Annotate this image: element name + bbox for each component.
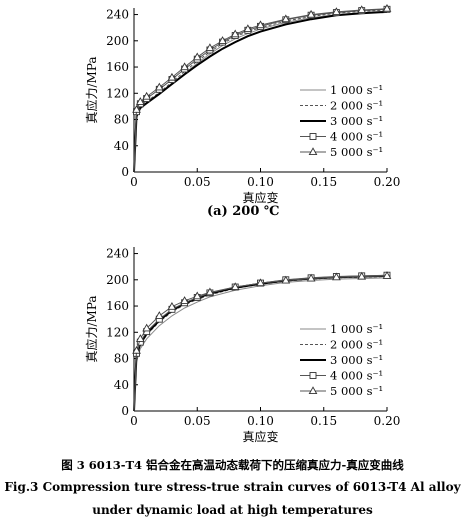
- data-point-marker: [281, 14, 291, 23]
- series-line: [133, 275, 388, 412]
- y-tick-label: 160: [106, 299, 129, 313]
- legend-entry: 2 000 s⁻¹: [330, 338, 383, 352]
- figure-caption-english-line1: Fig.3 Compression ture stress-true strai…: [4, 480, 461, 494]
- series-2: [133, 9, 388, 173]
- x-tick-label: 0.05: [184, 175, 211, 189]
- legend-entry: 1 000 s⁻¹: [330, 83, 383, 97]
- data-point-marker: [142, 91, 152, 100]
- data-point-marker: [192, 291, 202, 300]
- y-tick-label: 40: [114, 139, 129, 153]
- data-point-marker: [132, 345, 141, 354]
- y-tick-label: 80: [114, 352, 129, 366]
- series-5: [132, 3, 392, 173]
- x-tick-label: 0.05: [184, 414, 211, 428]
- legend-marker: [309, 372, 317, 379]
- y-tick-label: 80: [114, 113, 129, 127]
- chart-panel-b: 0 40 80 120 160 200 240 0 0.05 0.10 0.15 0.20 真应变 真应力…: [84, 247, 400, 444]
- legend-entry: 4 000 s⁻¹: [330, 369, 383, 383]
- series-line: [133, 274, 388, 412]
- figure-caption-chinese: 图 3 6013-T4 铝合金在高温动态载荷下的压缩真应力-真应变曲线: [61, 458, 404, 472]
- legend-entry: 5 000 s⁻¹: [330, 384, 383, 398]
- chart-panel-a: 0 40 80 120 160 200 240 0 0.05 0.10 0.15 0.20 真应变 真应力…: [84, 3, 401, 219]
- y-tick-label: 120: [106, 86, 129, 100]
- data-point-marker: [357, 271, 367, 280]
- legend-marker: [308, 147, 318, 156]
- data-point-marker: [180, 62, 189, 71]
- data-point-marker: [218, 36, 227, 44]
- y-tick-label: 40: [114, 378, 129, 392]
- data-point-marker: [332, 272, 341, 281]
- data-point-marker: [205, 287, 215, 296]
- x-tick-label: 0.15: [310, 175, 337, 189]
- y-tick-label: 240: [106, 8, 129, 22]
- data-point-marker: [154, 82, 164, 91]
- data-point-marker: [256, 20, 265, 29]
- data-point-marker: [306, 9, 316, 18]
- x-tick-label: 0.15: [310, 414, 337, 428]
- x-tick-label: 0.20: [374, 414, 401, 428]
- data-point-marker: [230, 282, 240, 291]
- series-line: [133, 10, 388, 173]
- legend-entry: 3 000 s⁻¹: [330, 353, 383, 367]
- panel-label: (a) 200 ℃: [207, 204, 280, 219]
- data-point-marker: [205, 43, 215, 52]
- x-axis-label: 真应变: [242, 429, 278, 444]
- legend-entry: 1 000 s⁻¹: [330, 322, 383, 336]
- data-point-marker: [135, 334, 145, 342]
- figure-caption-english-line2: under dynamic load at high temperatures: [92, 503, 373, 517]
- data-point-marker: [357, 5, 367, 14]
- legend-entry: 3 000 s⁻¹: [330, 114, 383, 128]
- y-tick-label: 0: [121, 165, 129, 179]
- y-tick-label: 240: [106, 247, 129, 261]
- legend-marker: [308, 386, 318, 395]
- y-axis-label: 真应力/MPa: [84, 56, 99, 123]
- series-5: [132, 271, 392, 412]
- data-point-marker: [243, 24, 253, 33]
- data-point-marker: [132, 104, 141, 113]
- y-tick-label: 160: [106, 60, 129, 74]
- data-point-marker: [167, 301, 177, 310]
- data-point-marker: [382, 3, 392, 12]
- data-point-marker: [180, 296, 189, 304]
- y-tick-label: 200: [106, 273, 129, 287]
- x-tick-label: 0: [130, 175, 138, 189]
- series-line: [133, 9, 388, 173]
- y-axis-label: 真应力/MPa: [84, 295, 99, 362]
- data-point-marker: [135, 97, 145, 105]
- data-point-marker: [332, 7, 341, 15]
- y-tick-label: 200: [106, 34, 129, 48]
- x-tick-label: 0.20: [374, 175, 401, 189]
- y-tick-label: 0: [121, 404, 129, 418]
- data-point-marker: [167, 72, 177, 81]
- x-axis-label: 真应变: [242, 190, 278, 205]
- series-3: [133, 10, 388, 173]
- data-point-marker: [281, 275, 291, 284]
- legend-entry: 5 000 s⁻¹: [330, 145, 383, 159]
- y-tick-label: 120: [106, 325, 129, 339]
- data-point-marker: [230, 29, 240, 38]
- x-tick-label: 0.10: [247, 175, 274, 189]
- legend-marker: [309, 133, 317, 140]
- legend-entry: 4 000 s⁻¹: [330, 130, 383, 144]
- data-point-marker: [192, 52, 202, 61]
- data-point-marker: [154, 311, 164, 319]
- data-point-marker: [306, 273, 316, 282]
- data-point-marker: [382, 271, 392, 279]
- x-tick-label: 0.10: [247, 414, 274, 428]
- x-tick-label: 0: [130, 414, 138, 428]
- data-point-marker: [256, 278, 265, 287]
- data-point-marker: [142, 323, 152, 332]
- legend-entry: 2 000 s⁻¹: [330, 99, 383, 113]
